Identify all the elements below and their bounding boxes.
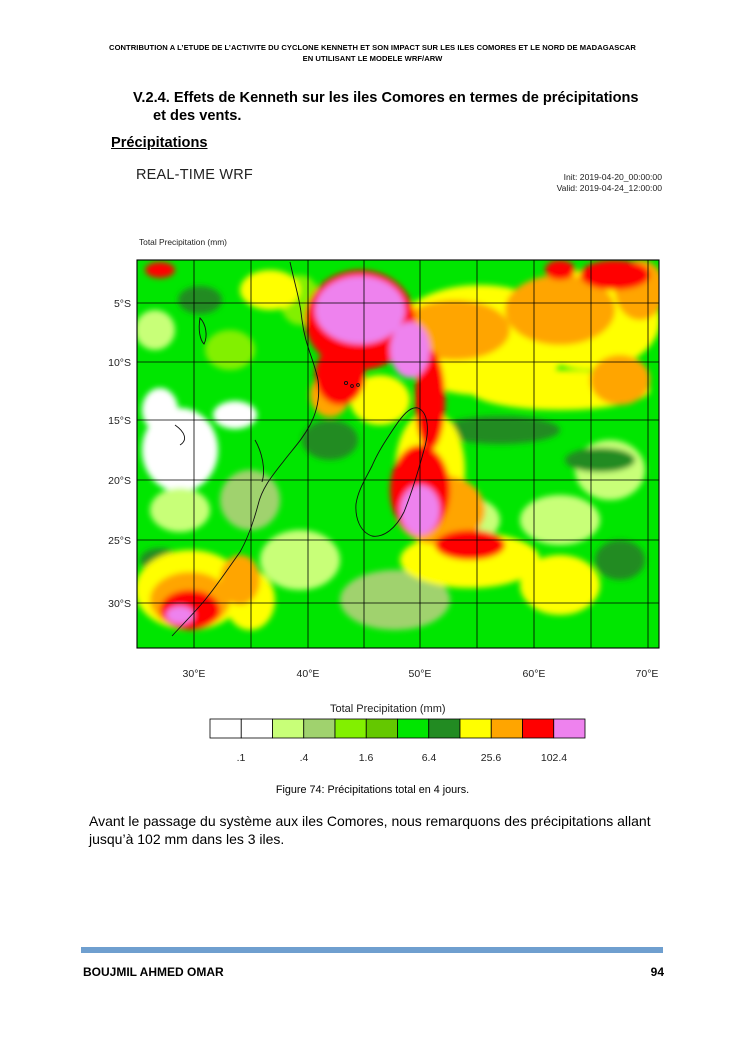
footer-author: BOUJMIL AHMED OMAR <box>83 965 224 979</box>
section-heading-line1: V.2.4. Effets de Kenneth sur les iles Co… <box>133 90 639 106</box>
lat-tick-label: 10°S <box>108 357 131 369</box>
lon-axis: 30°E 40°E 50°E 60°E 70°E <box>183 668 659 680</box>
section-heading-line2: et des vents. <box>153 108 242 124</box>
init-time: Init: 2019-04-20_00:00:00 <box>563 172 662 182</box>
legend-swatch <box>522 718 555 739</box>
legend-swatch <box>490 718 523 739</box>
lat-tick-label: 30°S <box>108 598 131 610</box>
legend-swatch <box>397 718 430 739</box>
section-heading: V.2.4. Effets de Kenneth sur les iles Co… <box>133 89 693 125</box>
legend-swatch <box>459 718 492 739</box>
valid-time: Valid: 2019-04-24_12:00:00 <box>556 183 662 193</box>
lat-tick-label: 25°S <box>108 535 131 547</box>
legend-swatch <box>303 718 336 739</box>
lon-tick-label: 30°E <box>183 668 206 680</box>
lat-axis: 5°S 10°S 15°S 20°S 25°S 30°S <box>108 298 131 610</box>
subheading: Précipitations <box>111 135 208 151</box>
lat-tick-label: 15°S <box>108 415 131 427</box>
legend-labels: .1 .4 1.6 6.4 25.6 102.4 <box>237 752 568 764</box>
figure: 5°S 10°S 15°S 20°S 25°S 30°S 30°E 40°E 5… <box>108 259 660 764</box>
legend-label: 25.6 <box>481 752 502 764</box>
legend-title: Total Precipitation (mm) <box>330 703 446 715</box>
page-number: 94 <box>650 965 664 979</box>
legend-label: 102.4 <box>541 752 567 764</box>
running-header-line2: EN UTILISANT LE MODELE WRF/ARW <box>302 54 443 63</box>
figure-title: REAL-TIME WRF <box>136 167 253 183</box>
legend-swatch <box>553 718 586 739</box>
field-label: Total Precipitation (mm) <box>139 237 227 247</box>
running-header-line1: CONTRIBUTION A L’ETUDE DE L’ACTIVITE DU … <box>109 43 636 52</box>
body-paragraph: Avant le passage du système aux iles Com… <box>89 813 651 847</box>
coastlines <box>171 261 428 637</box>
lat-tick-label: 5°S <box>114 298 131 310</box>
lon-tick-label: 70°E <box>636 668 659 680</box>
legend-swatch <box>428 718 461 739</box>
legend-color-bar <box>209 718 586 739</box>
lon-tick-label: 40°E <box>297 668 320 680</box>
legend-swatch <box>272 718 305 739</box>
legend-swatch <box>209 718 242 739</box>
precip-field <box>137 260 659 648</box>
legend-label: 1.6 <box>359 752 374 764</box>
lon-tick-label: 50°E <box>409 668 432 680</box>
legend-label: .4 <box>300 752 309 764</box>
lon-tick-label: 60°E <box>523 668 546 680</box>
map-frame <box>136 259 660 649</box>
figure-caption: Figure 74: Précipitations total en 4 jou… <box>275 784 470 796</box>
legend-swatch <box>240 718 273 739</box>
legend-label: .1 <box>237 752 246 764</box>
precipitation-map: 5°S 10°S 15°S 20°S 25°S 30°S 30°E 40°E 5… <box>108 259 660 764</box>
figure-times: Init: 2019-04-20_00:00:00 Valid: 2019-04… <box>500 172 662 194</box>
legend-swatch <box>334 718 367 739</box>
legend-swatch <box>365 718 398 739</box>
footer-rule <box>81 947 663 953</box>
legend-label: 6.4 <box>422 752 437 764</box>
lat-tick-label: 20°S <box>108 475 131 487</box>
running-header: CONTRIBUTION A L’ETUDE DE L’ACTIVITE DU … <box>70 42 675 64</box>
map-grid <box>137 260 659 648</box>
